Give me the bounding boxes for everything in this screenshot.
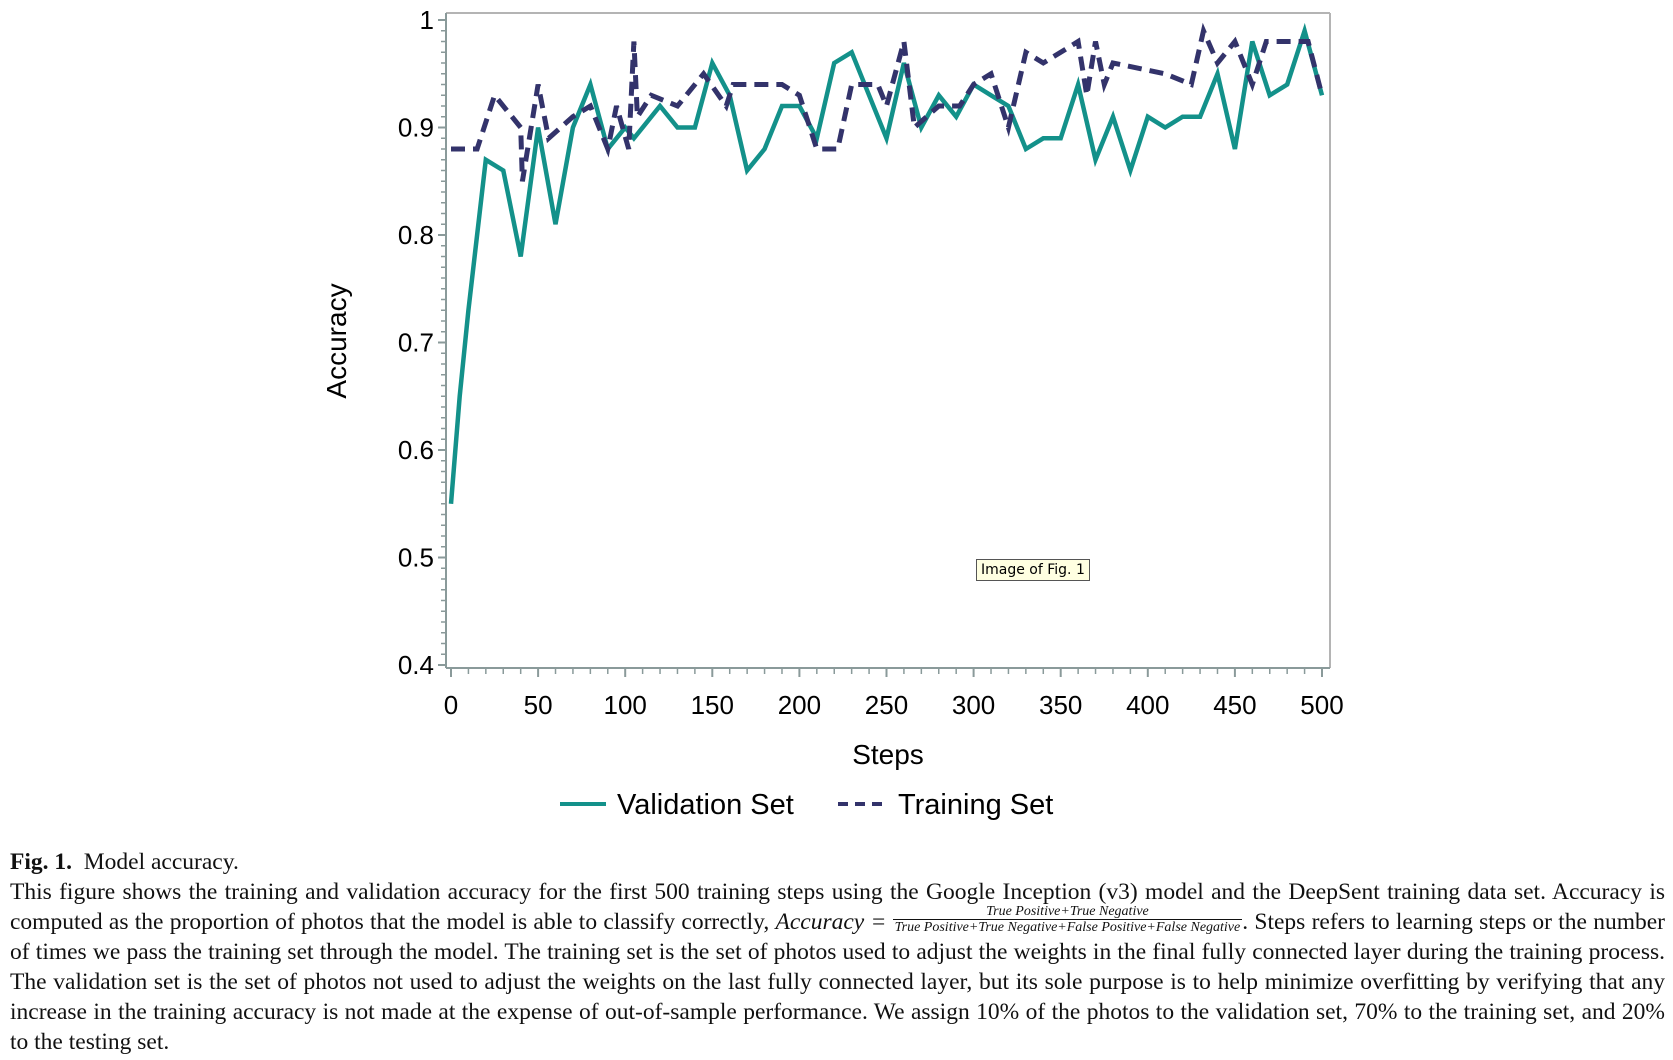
x-tick-label: 350 bbox=[1039, 690, 1082, 720]
x-tick-label: 450 bbox=[1213, 690, 1256, 720]
y-tick-label: 0.5 bbox=[398, 543, 434, 573]
series-layer bbox=[448, 22, 1325, 504]
training-set-line bbox=[451, 22, 1325, 182]
x-tick-label: 0 bbox=[444, 690, 458, 720]
formula-denominator: True Positive+True Negative+False Positi… bbox=[894, 920, 1241, 936]
x-tick-label: 500 bbox=[1300, 690, 1343, 720]
y-axis-title: Accuracy bbox=[321, 283, 352, 398]
x-axis: 0 50 100 150 200 250 300 350 400 450 500 bbox=[444, 668, 1344, 720]
accuracy-formula: True Positive+True Negative True Positiv… bbox=[892, 904, 1243, 936]
x-tick-label: 400 bbox=[1126, 690, 1169, 720]
y-tick-label: 0.6 bbox=[398, 435, 434, 465]
x-tick-label: 100 bbox=[604, 690, 647, 720]
x-tick-label: 300 bbox=[952, 690, 995, 720]
formula-numerator: True Positive+True Negative bbox=[892, 904, 1243, 921]
figure-label: Fig. 1. bbox=[10, 849, 73, 875]
caption-text-part1: This figure shows the training and valid… bbox=[10, 879, 1665, 935]
image-tooltip: Image of Fig. 1 bbox=[976, 559, 1090, 581]
validation-set-line bbox=[448, 22, 1325, 504]
y-tick-label: 1 bbox=[420, 5, 434, 35]
caption-title-line: Fig. 1. Model accuracy. bbox=[10, 847, 1665, 877]
caption-body: This figure shows the training and valid… bbox=[10, 877, 1665, 1057]
caption-text-part2: Steps refers to learning steps or the nu… bbox=[10, 909, 1665, 1055]
legend-label-training: Training Set bbox=[898, 789, 1053, 821]
x-tick-label: 250 bbox=[865, 690, 908, 720]
formula-lhs: Accuracy = bbox=[775, 909, 887, 935]
legend: Validation Set Training Set bbox=[560, 789, 1053, 821]
x-tick-label: 50 bbox=[524, 690, 553, 720]
accuracy-chart: 0.4 0.5 0.6 0.7 0.8 0.9 1 0 50 100 150 200 250 300 35… bbox=[321, 5, 1344, 821]
figure-title: Model accuracy. bbox=[83, 849, 239, 875]
y-axis: 0.4 0.5 0.6 0.7 0.8 0.9 1 bbox=[398, 5, 446, 680]
x-tick-label: 150 bbox=[691, 690, 734, 720]
y-tick-label: 0.7 bbox=[398, 328, 434, 358]
x-axis-title: Steps bbox=[852, 739, 924, 770]
y-tick-label: 0.4 bbox=[398, 650, 434, 680]
figure-caption: Fig. 1. Model accuracy. This figure show… bbox=[10, 847, 1665, 1057]
formula-end: . bbox=[1242, 909, 1249, 935]
y-tick-label: 0.9 bbox=[398, 113, 434, 143]
x-tick-label: 200 bbox=[778, 690, 821, 720]
y-tick-label: 0.8 bbox=[398, 220, 434, 250]
legend-label-validation: Validation Set bbox=[617, 789, 794, 821]
